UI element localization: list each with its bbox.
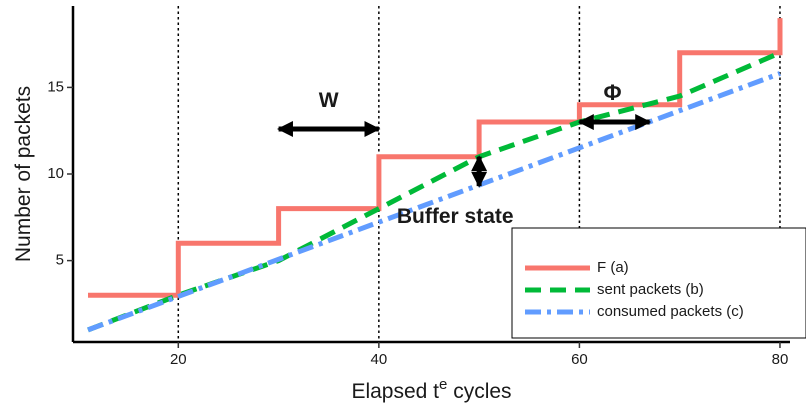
series-line-1 — [87, 50, 781, 333]
annotation-label-1: Φ — [603, 80, 621, 105]
x-tick-label-40: 40 — [371, 351, 388, 368]
reference-lines — [177, 6, 781, 342]
tick-labels: 20 40 60 80 5 10 15 — [47, 78, 788, 368]
x-tick-label-20: 20 — [170, 351, 187, 368]
x-axis-title-main: Elapsed t — [351, 380, 439, 403]
x-axis-title-suffix: cycles — [447, 380, 511, 403]
y-tick-label-15: 15 — [47, 78, 64, 95]
legend-label-0: F (a) — [597, 259, 629, 276]
axis-titles: Elapsed te cycles Number of packets — [12, 86, 512, 403]
y-tick-label-10: 10 — [47, 165, 64, 182]
annotation-label-2: Buffer state — [397, 205, 514, 228]
x-tick-label-80: 80 — [772, 351, 789, 368]
axes — [67, 6, 790, 348]
annotations: W Φ Buffer state — [276, 80, 652, 228]
x-axis-title-superscript: e — [439, 376, 447, 393]
x-tick-label-60: 60 — [571, 351, 588, 368]
legend-label-2: consumed packets (c) — [597, 303, 744, 320]
legend-label-1: sent packets (b) — [597, 281, 704, 298]
y-axis-title: Number of packets — [12, 86, 35, 262]
x-axis-title: Elapsed te cycles — [351, 376, 511, 403]
annotation-label-0: W — [319, 89, 339, 112]
legend: F (a) sent packets (b) consumed packets (c… — [511, 227, 806, 339]
y-tick-label-5: 5 — [56, 252, 64, 269]
legend-box — [511, 227, 806, 339]
series-line-2 — [87, 71, 781, 333]
